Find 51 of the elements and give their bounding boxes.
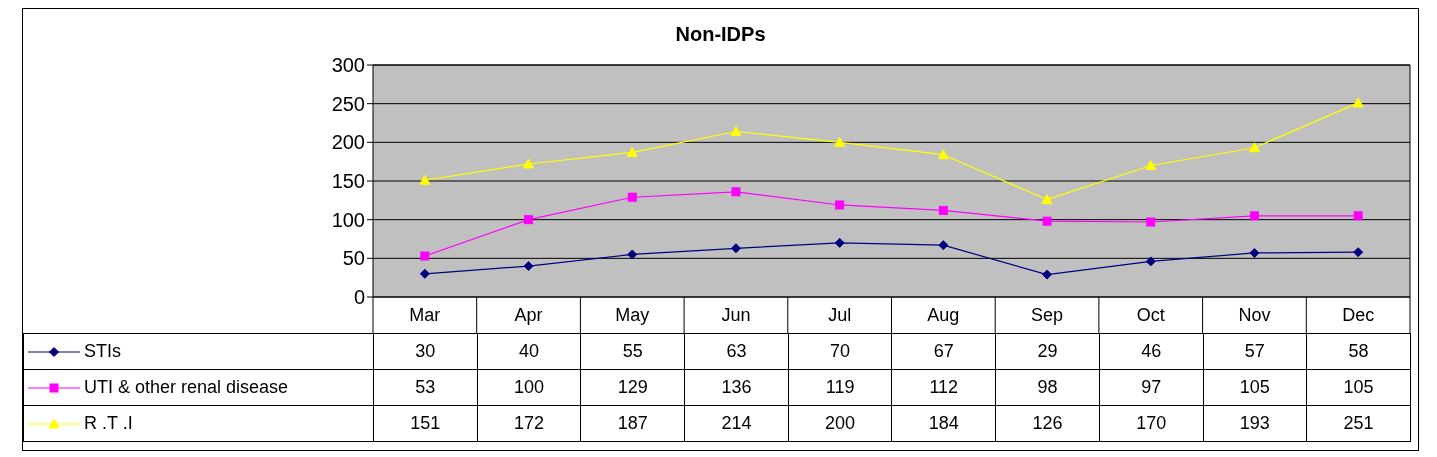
x-tick-label: Apr [514,305,543,325]
data-label: 40 [477,333,581,370]
x-tick-label: Jul [828,305,852,325]
data-label: 184 [891,405,996,442]
data-label: 30 [373,333,478,370]
data-label: 55 [580,333,685,370]
data-label: 46 [1099,333,1203,370]
data-label: 170 [1099,405,1203,442]
data-label: 63 [684,333,789,370]
legend-label: UTI & other renal disease [84,377,289,397]
legend-label: STIs [84,341,122,361]
x-tick-label: Aug [927,305,960,325]
data-label: 172 [477,405,581,442]
data-label: 119 [788,369,892,406]
x-tick-label: Nov [1238,305,1271,325]
data-label: 193 [1203,405,1307,442]
data-label: 67 [891,333,996,370]
x-tick-label: Mar [409,305,441,325]
data-label: 126 [995,405,1100,442]
x-tick-label: Dec [1342,305,1375,325]
data-label: 105 [1203,369,1307,406]
data-label: 97 [1099,369,1203,406]
data-label: 214 [684,405,789,442]
data-label: 70 [788,333,892,370]
data-label: 98 [995,369,1100,406]
data-label: 187 [580,405,685,442]
y-tick-label: 100 [331,208,365,231]
data-label: 29 [995,333,1100,370]
data-label: 251 [1306,405,1411,442]
data-label: 105 [1306,369,1411,406]
x-tick-label: Oct [1136,305,1165,325]
y-tick-label: 300 [331,54,365,77]
y-tick-label: 150 [331,170,365,193]
y-tick-label: 50 [342,247,365,270]
x-tick-label: Jun [721,305,751,325]
chart-title: Non-IDPs [674,22,767,47]
data-label: 53 [373,369,478,406]
data-label: 200 [788,405,892,442]
data-label: 136 [684,369,789,406]
y-tick-label: 250 [331,92,365,115]
data-label: 58 [1306,333,1411,370]
x-tick-label: May [615,305,650,325]
data-label: 129 [580,369,685,406]
data-label: 100 [477,369,581,406]
data-label: 57 [1203,333,1307,370]
data-label: 151 [373,405,478,442]
y-tick-label: 200 [331,131,365,154]
data-label: 112 [891,369,996,406]
y-tick-label: 0 [353,286,365,309]
x-tick-label: Sep [1031,305,1064,325]
legend-label: R .T .I [84,413,133,433]
